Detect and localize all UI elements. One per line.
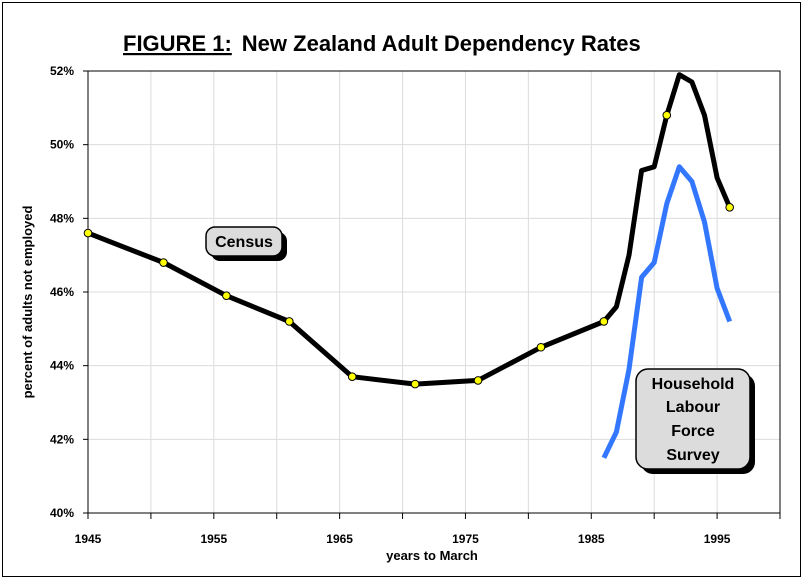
census-markers (83, 110, 734, 389)
census-data-point (599, 317, 609, 326)
census-data-point (222, 291, 231, 300)
census-data-point (285, 317, 294, 326)
hlfs-callout-line-0: Household (652, 376, 735, 393)
x-axis-label: years to March (386, 548, 478, 563)
y-tick-label: 44% (50, 359, 74, 373)
y-tick-label: 50% (50, 138, 74, 152)
y-tick-label: 52% (50, 64, 74, 78)
x-tick-label: 1945 (75, 532, 102, 546)
census-data-point (83, 228, 93, 238)
chart-title-prefix: FIGURE 1: (123, 31, 232, 56)
axis-ticks: 40% 42% 44% 46% 48% 50% 52% 1945 1955 1965 1975 198… (50, 64, 781, 546)
census-series-line (87, 72, 732, 387)
x-tick-label: 1975 (452, 532, 479, 546)
census-data-point (159, 258, 168, 267)
census-callout-box (205, 226, 283, 257)
x-tick-label: 1955 (200, 532, 227, 546)
census-callout: Census (205, 226, 287, 261)
hlfs-callout: Household Labour Force Survey (635, 368, 755, 474)
y-tick-label: 48% (50, 211, 74, 225)
y-tick-label: 40% (50, 506, 74, 520)
census-data-point (410, 379, 420, 389)
y-tick-label: 46% (50, 285, 74, 299)
x-tick-label: 1965 (326, 532, 353, 546)
census-data-point (662, 110, 672, 120)
hlfs-callout-box (635, 368, 751, 470)
hlfs-callout-line-1: Labour (666, 399, 720, 416)
y-tick-label: 42% (50, 432, 74, 446)
chart-title: FIGURE 1: New Zealand Adult Dependency Ra… (123, 31, 641, 56)
chart-title-main: New Zealand Adult Dependency Rates (242, 31, 641, 56)
hlfs-callout-line-2: Force (671, 423, 715, 440)
hlfs-callout-line-3: Survey (666, 447, 719, 464)
census-data-point (536, 342, 546, 352)
census-data-point (347, 372, 357, 382)
x-tick-label: 1985 (578, 532, 605, 546)
census-callout-line-0: Census (215, 234, 273, 251)
census-data-point (725, 202, 734, 212)
census-data-point (473, 376, 483, 385)
x-tick-label: 1995 (704, 532, 731, 546)
line-chart: FIGURE 1: New Zealand Adult Dependency Ra… (20, 31, 781, 563)
hlfs-series-line (601, 164, 733, 459)
series-lines (87, 72, 733, 459)
y-axis-label: percent of adults not employed (20, 206, 35, 399)
